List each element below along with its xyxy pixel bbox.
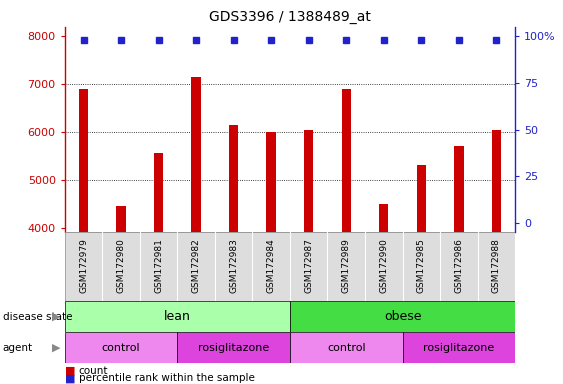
Text: GSM172987: GSM172987 xyxy=(304,238,313,293)
Text: lean: lean xyxy=(164,310,191,323)
Bar xyxy=(79,89,88,384)
Bar xyxy=(229,125,238,384)
Bar xyxy=(304,129,314,384)
Bar xyxy=(65,301,290,332)
Text: control: control xyxy=(327,343,365,353)
Bar xyxy=(403,332,515,363)
Text: rosiglitazone: rosiglitazone xyxy=(198,343,269,353)
Text: count: count xyxy=(79,366,108,376)
Bar xyxy=(191,77,201,384)
Text: GSM172989: GSM172989 xyxy=(342,238,351,293)
Text: ■: ■ xyxy=(65,366,75,376)
Bar xyxy=(379,204,388,384)
Text: GSM172980: GSM172980 xyxy=(117,238,126,293)
Title: GDS3396 / 1388489_at: GDS3396 / 1388489_at xyxy=(209,10,371,25)
Bar xyxy=(491,129,501,384)
Text: agent: agent xyxy=(3,343,33,353)
Text: ■: ■ xyxy=(65,373,75,383)
Bar xyxy=(266,132,276,384)
Bar xyxy=(177,332,290,363)
Text: percentile rank within the sample: percentile rank within the sample xyxy=(79,373,254,383)
Text: GSM172986: GSM172986 xyxy=(454,238,463,293)
Bar xyxy=(342,89,351,384)
Text: GSM172984: GSM172984 xyxy=(267,238,276,293)
Bar xyxy=(454,146,463,384)
Text: GSM172979: GSM172979 xyxy=(79,238,88,293)
Text: GSM172985: GSM172985 xyxy=(417,238,426,293)
Text: GSM172990: GSM172990 xyxy=(379,238,388,293)
Text: GSM172981: GSM172981 xyxy=(154,238,163,293)
Text: rosiglitazone: rosiglitazone xyxy=(423,343,494,353)
Text: ▶: ▶ xyxy=(52,343,61,353)
Text: obese: obese xyxy=(384,310,421,323)
Bar xyxy=(65,332,177,363)
Bar xyxy=(154,154,163,384)
Text: GSM172982: GSM172982 xyxy=(191,238,200,293)
Bar xyxy=(290,301,515,332)
Text: control: control xyxy=(102,343,140,353)
Bar xyxy=(290,332,403,363)
Text: ▶: ▶ xyxy=(52,312,61,322)
Text: GSM172988: GSM172988 xyxy=(492,238,501,293)
Text: GSM172983: GSM172983 xyxy=(229,238,238,293)
Bar xyxy=(117,206,126,384)
Bar xyxy=(417,166,426,384)
Text: disease state: disease state xyxy=(3,312,72,322)
